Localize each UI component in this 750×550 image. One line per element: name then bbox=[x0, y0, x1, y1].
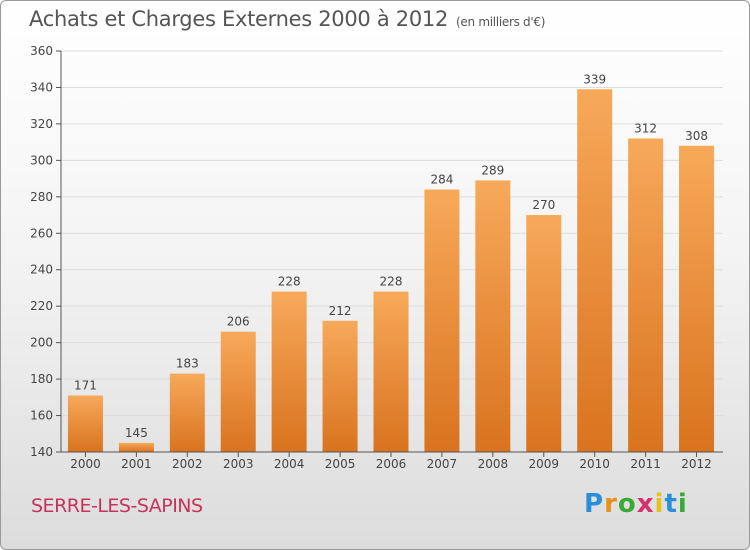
bar bbox=[526, 215, 562, 452]
y-tick-label: 320 bbox=[30, 117, 53, 131]
x-tick-label: 2004 bbox=[274, 457, 305, 471]
y-tick-label: 300 bbox=[30, 153, 53, 167]
logo-letter: P bbox=[584, 489, 605, 519]
bar bbox=[373, 291, 409, 452]
y-tick-label: 260 bbox=[30, 226, 53, 240]
x-tick-label: 2001 bbox=[121, 457, 152, 471]
y-tick-label: 280 bbox=[30, 190, 53, 204]
bar-value-label: 308 bbox=[685, 129, 708, 143]
bar bbox=[169, 373, 205, 452]
bar-value-label: 212 bbox=[329, 304, 352, 318]
x-tick-label: 2010 bbox=[579, 457, 610, 471]
bar bbox=[679, 145, 715, 453]
y-tick-label: 140 bbox=[30, 445, 53, 459]
bar-value-label: 171 bbox=[74, 378, 97, 392]
bar-value-label: 206 bbox=[227, 315, 250, 329]
x-tick-label: 2000 bbox=[70, 457, 101, 471]
bar-value-label: 339 bbox=[583, 72, 606, 86]
bar bbox=[271, 291, 307, 452]
bar bbox=[424, 189, 460, 452]
x-tick-label: 2003 bbox=[223, 457, 254, 471]
logo-letter: x bbox=[636, 489, 655, 519]
proxiti-logo: Proxiti bbox=[584, 489, 688, 519]
bar-value-label: 228 bbox=[278, 275, 301, 289]
chart-unit: (en milliers d'€) bbox=[456, 15, 546, 29]
bar bbox=[118, 442, 154, 452]
bar bbox=[577, 89, 613, 452]
y-tick-label: 240 bbox=[30, 263, 53, 277]
x-tick-label: 2006 bbox=[376, 457, 407, 471]
x-tick-label: 2002 bbox=[172, 457, 203, 471]
commune-name: SERRE-LES-SAPINS bbox=[31, 495, 203, 517]
logo-letter: o bbox=[617, 489, 637, 519]
bar-value-label: 284 bbox=[430, 173, 453, 187]
x-tick-label: 2009 bbox=[528, 457, 559, 471]
chart-title: Achats et Charges Externes 2000 à 2012 (e… bbox=[29, 7, 545, 31]
y-tick-label: 180 bbox=[30, 372, 53, 386]
y-tick-label: 360 bbox=[30, 44, 53, 58]
bar-value-label: 270 bbox=[532, 198, 555, 212]
bar-value-label: 289 bbox=[481, 163, 504, 177]
bar-value-label: 183 bbox=[176, 357, 199, 371]
y-tick-label: 200 bbox=[30, 336, 53, 350]
bar bbox=[475, 180, 511, 452]
logo-letter: i bbox=[677, 489, 688, 519]
x-tick-label: 2007 bbox=[427, 457, 458, 471]
bar bbox=[322, 320, 358, 452]
bar bbox=[628, 138, 664, 452]
x-tick-label: 2008 bbox=[478, 457, 509, 471]
bar bbox=[67, 395, 103, 452]
y-tick-label: 340 bbox=[30, 80, 53, 94]
bar-value-label: 312 bbox=[634, 121, 657, 135]
logo-letter: i bbox=[654, 489, 665, 519]
bar bbox=[220, 331, 256, 452]
x-tick-label: 2011 bbox=[630, 457, 661, 471]
bar-value-label: 228 bbox=[380, 275, 403, 289]
chart-title-text: Achats et Charges Externes 2000 à 2012 bbox=[29, 7, 449, 31]
bar-value-label: 145 bbox=[125, 426, 148, 440]
logo-letter: t bbox=[664, 489, 678, 519]
logo-letter: r bbox=[604, 489, 618, 519]
x-tick-label: 2005 bbox=[325, 457, 356, 471]
x-tick-label: 2012 bbox=[681, 457, 712, 471]
y-tick-label: 160 bbox=[30, 409, 53, 423]
y-tick-label: 220 bbox=[30, 299, 53, 313]
